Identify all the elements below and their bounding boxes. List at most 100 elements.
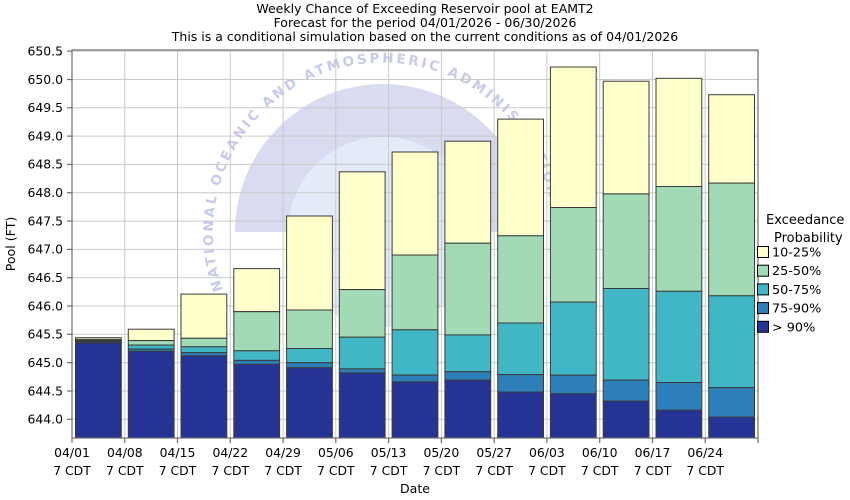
x-tick-label-date: 05/27 [476, 445, 512, 460]
y-tick-label: 644.5 [28, 383, 63, 398]
legend-item-label: 50-75% [772, 283, 821, 298]
bar-segment [391, 254, 439, 331]
bar-segment [602, 288, 650, 381]
bar-segment [602, 193, 650, 289]
legend-item-label: 10-25% [772, 246, 821, 261]
chart-title: Weekly Chance of Exceeding Reservoir poo… [256, 1, 593, 16]
bar-segment [655, 409, 703, 439]
bar-segment [497, 391, 545, 439]
x-tick-label-time: 7 CDT [106, 463, 144, 478]
bar-segment [602, 80, 650, 195]
bar-segment [338, 289, 386, 338]
x-tick-label-date: 05/20 [424, 445, 460, 460]
x-tick-label-time: 7 CDT [317, 463, 355, 478]
bar-segment [286, 309, 333, 349]
bar-segment [286, 367, 333, 439]
bar-segment [127, 340, 175, 346]
bar-05/20 [444, 140, 492, 439]
bar-segment [497, 118, 545, 237]
y-tick-label: 650.5 [28, 43, 63, 58]
bar-segment [286, 348, 333, 364]
x-tick-label-time: 7 CDT [686, 463, 724, 478]
bar-segment [444, 371, 492, 381]
x-tick-label-date: 04/22 [212, 445, 248, 460]
bar-segment [391, 381, 439, 439]
bar-segment [338, 171, 386, 291]
x-tick-label-date: 06/24 [687, 445, 723, 460]
bar-segment [549, 66, 597, 208]
bar-segment [549, 207, 597, 303]
bar-segment [444, 334, 492, 373]
x-tick-label-time: 7 CDT [528, 463, 566, 478]
bar-segment [338, 368, 386, 374]
bar-segment [655, 186, 703, 292]
y-tick-label: 644.0 [28, 412, 64, 427]
bar-04/01 [75, 337, 122, 439]
legend-swatch [757, 302, 769, 315]
bar-segment [497, 374, 545, 393]
x-tick-label-time: 7 CDT [370, 463, 408, 478]
bar-segment [708, 182, 756, 297]
y-tick-label: 646.0 [28, 298, 64, 313]
x-axis-label: Date [400, 481, 430, 496]
bar-segment [180, 352, 228, 357]
legend-title-line1: Exceedance [766, 213, 844, 228]
bar-segment [233, 268, 281, 313]
bar-06/24 [708, 94, 756, 439]
chart-subtitle-2: This is a conditional simulation based o… [171, 29, 678, 44]
axes: 644.0 644.5 645.0 645.5 646.0 646.5 647.0 647.5… [28, 43, 759, 478]
x-tick-label-date: 05/13 [371, 445, 407, 460]
bar-05/13 [391, 151, 439, 439]
x-tick-label-time: 7 CDT [53, 463, 91, 478]
bar-06/10 [602, 80, 650, 439]
x-tick-label-time: 7 CDT [212, 463, 250, 478]
legend-swatch [757, 264, 769, 277]
y-tick-label: 647.0 [28, 242, 64, 257]
bar-segment [233, 359, 281, 365]
bar-segment [286, 362, 333, 369]
bar-segment [233, 350, 281, 361]
bar-segment [497, 235, 545, 324]
bar-segment [180, 355, 228, 439]
bar-segment [602, 400, 650, 439]
bar-04/29 [286, 215, 333, 439]
bar-segment [602, 379, 650, 402]
x-tick-label-date: 06/17 [635, 445, 671, 460]
x-tick-label-time: 7 CDT [423, 463, 461, 478]
x-tick-label-date: 04/01 [54, 445, 90, 460]
bar-segment [75, 342, 122, 439]
x-tick-label-date: 05/06 [318, 445, 354, 460]
y-tick-label: 649.5 [28, 100, 63, 115]
bar-segment [180, 346, 228, 353]
bar-segment [338, 372, 386, 439]
bar-segment [549, 393, 597, 439]
x-tick-label-time: 7 CDT [581, 463, 619, 478]
bar-segment [127, 344, 175, 350]
x-tick-label-date: 04/15 [160, 445, 196, 460]
bar-segment [391, 151, 439, 256]
legend-swatch [757, 283, 769, 296]
y-tick-label: 649.0 [28, 128, 64, 143]
legend-item-label: 25-50% [772, 264, 821, 279]
x-tick-label-time: 7 CDT [634, 463, 672, 478]
stacked-bars [75, 66, 756, 439]
bar-segment [655, 382, 703, 411]
y-tick-label: 648.0 [28, 185, 64, 200]
bar-06/03 [549, 66, 597, 439]
legend-items: 10-25% 25-50% 50-75% 75-90% > 90% [757, 246, 821, 335]
bar-segment [708, 94, 756, 184]
bar-segment [180, 293, 228, 339]
bar-06/17 [655, 77, 703, 439]
y-tick-label: 646.5 [28, 270, 63, 285]
bar-segment [233, 311, 281, 352]
plot-frame [71, 49, 759, 439]
y-tick-label: 648.5 [28, 157, 63, 172]
legend: Exceedance Probability 10-25% 25-50% 50-75… [757, 213, 844, 335]
y-tick-label: 645.5 [28, 327, 63, 342]
chart-subtitle-1: Forecast for the period 04/01/2026 - 06/… [274, 15, 577, 30]
x-tick-label-date: 06/03 [529, 445, 565, 460]
bar-segment [391, 329, 439, 376]
y-tick-label: 645.0 [28, 355, 64, 370]
